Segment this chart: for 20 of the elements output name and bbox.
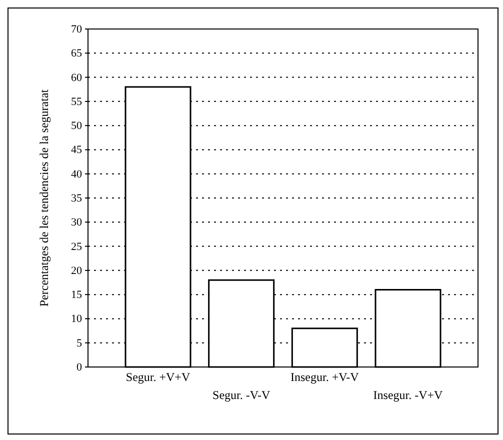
- x-tick-label: Insegur. -V+V: [373, 388, 444, 402]
- y-tick-label: 65: [71, 48, 82, 60]
- y-tick-label: 0: [76, 362, 82, 374]
- x-tick-label: Segur. -V-V: [212, 388, 270, 402]
- x-tick-label: Segur. +V+V: [126, 370, 190, 384]
- y-tick-label: 10: [71, 313, 82, 326]
- y-tick-label: 35: [71, 192, 82, 205]
- y-tick-label: 5: [76, 337, 82, 350]
- y-tick-label: 20: [71, 264, 82, 277]
- y-tick-label: 30: [71, 216, 82, 229]
- y-tick-label: 40: [71, 168, 82, 180]
- y-tick-label: 15: [71, 289, 82, 302]
- y-tick-label: 45: [71, 144, 82, 156]
- y-tick-label: 55: [71, 96, 82, 108]
- y-tick-label: 25: [71, 240, 82, 253]
- y-axis-title: Percentatges de les tendencies de la seguratat: [37, 88, 51, 307]
- y-tick-label: 60: [71, 72, 82, 84]
- y-tick-label: 50: [71, 120, 82, 132]
- x-tick-label: Insegur. +V-V: [290, 370, 360, 384]
- y-tick-label: 70: [71, 24, 82, 36]
